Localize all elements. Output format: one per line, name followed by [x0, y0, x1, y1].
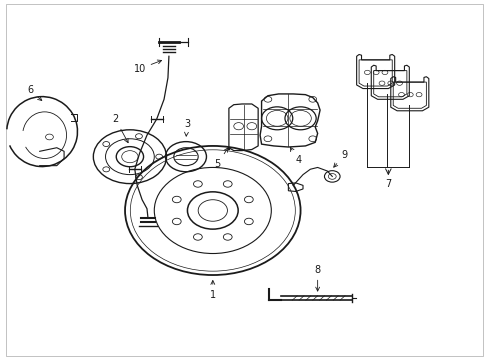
Text: 5: 5: [214, 148, 227, 169]
Text: 1: 1: [209, 280, 215, 300]
Text: 4: 4: [290, 147, 301, 165]
Text: 8: 8: [314, 265, 320, 291]
Text: 7: 7: [385, 179, 391, 189]
Text: 2: 2: [112, 114, 128, 143]
Text: 9: 9: [333, 150, 347, 167]
Text: 6: 6: [27, 85, 41, 100]
Text: 10: 10: [133, 60, 161, 74]
Text: 3: 3: [183, 120, 190, 136]
